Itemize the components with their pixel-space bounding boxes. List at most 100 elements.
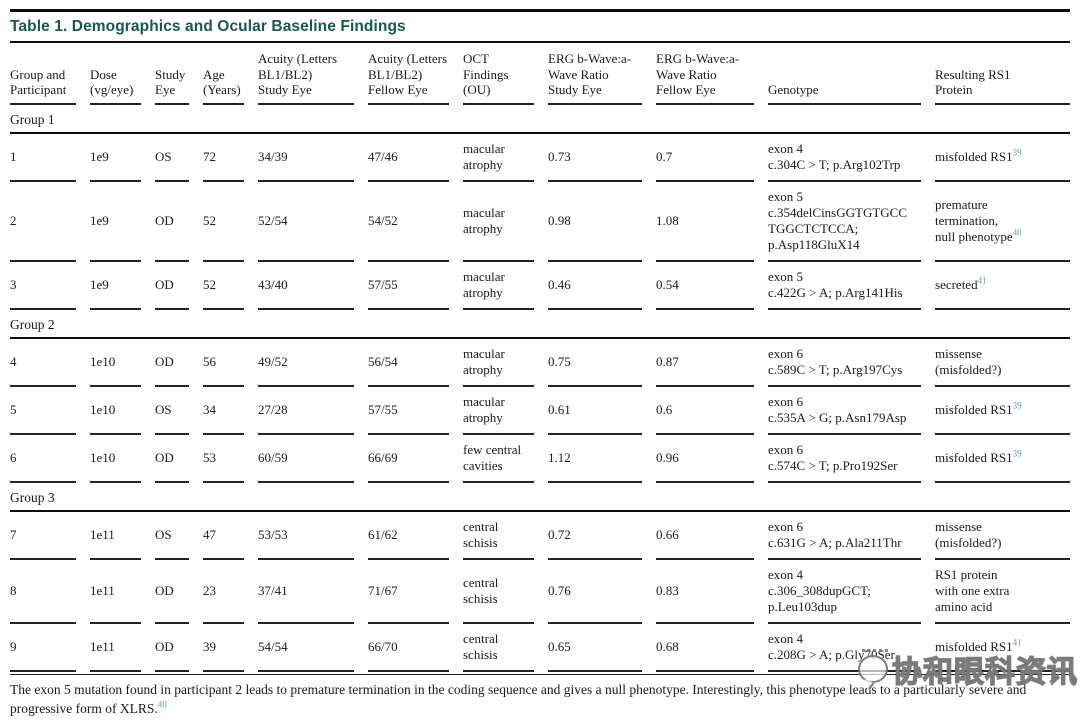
cell-acuity-study: 43/40	[258, 262, 354, 310]
cell-erg-study: 1.12	[548, 435, 642, 483]
cell-protein: secreted41	[935, 262, 1070, 310]
cell-genotype: exon 6 c.574C > T; p.Pro192Ser	[768, 435, 921, 483]
cell-age: 56	[203, 339, 244, 387]
column-header-oct: OCT Findings (OU)	[463, 43, 534, 105]
column-header-protein: Resulting RS1 Protein	[935, 43, 1070, 105]
table-row: 9 1e11 OD 39 54/54 66/70 central schisis…	[10, 624, 1070, 672]
cell-genotype: exon 6 c.535A > G; p.Asn179Asp	[768, 387, 921, 435]
table-row: 8 1e11 OD 23 37/41 71/67 central schisis…	[10, 560, 1070, 624]
cell-oct: central schisis	[463, 560, 534, 624]
table-title: Table 1. Demographics and Ocular Baselin…	[10, 17, 406, 35]
cell-study-eye: OS	[155, 134, 189, 182]
table-footnote: The exon 5 mutation found in participant…	[10, 682, 1027, 716]
cell-acuity-fellow: 66/69	[368, 435, 449, 483]
cell-study-eye: OD	[155, 560, 189, 624]
cell-erg-fellow: 0.96	[656, 435, 754, 483]
cell-erg-fellow: 0.87	[656, 339, 754, 387]
citation-ref: 41	[1012, 637, 1022, 648]
cell-age: 53	[203, 435, 244, 483]
table-row: 1 1e9 OS 72 34/39 47/46 macular atrophy …	[10, 134, 1070, 182]
column-header-genotype: Genotype	[768, 43, 921, 105]
table-row: 4 1e10 OD 56 49/52 56/54 macular atrophy…	[10, 339, 1070, 387]
citation-ref: 39	[1012, 147, 1022, 158]
cell-acuity-study: 34/39	[258, 134, 354, 182]
column-header-acuity-fellow: Acuity (Letters BL1/BL2) Fellow Eye	[368, 43, 449, 105]
cell-erg-fellow: 0.68	[656, 624, 754, 672]
cell-study-eye: OD	[155, 339, 189, 387]
cell-dose: 1e10	[90, 339, 141, 387]
cell-genotype: exon 4 c.208G > A; p.Gly70Ser	[768, 624, 921, 672]
cell-erg-fellow: 1.08	[656, 182, 754, 262]
cell-erg-fellow: 0.7	[656, 134, 754, 182]
cell-acuity-study: 49/52	[258, 339, 354, 387]
top-rule	[10, 9, 1070, 12]
cell-participant: 9	[10, 624, 76, 672]
cell-genotype: exon 5 c.354delCinsGGTGTGCC TGGCTCTCCA; …	[768, 182, 921, 262]
table-row: 5 1e10 OS 34 27/28 57/55 macular atrophy…	[10, 387, 1070, 435]
cell-genotype: exon 4 c.306_308dupGCT; p.Leu103dup	[768, 560, 921, 624]
cell-age: 34	[203, 387, 244, 435]
cell-acuity-fellow: 66/70	[368, 624, 449, 672]
cell-genotype: exon 4 c.304C > T; p.Arg102Trp	[768, 134, 921, 182]
cell-oct: macular atrophy	[463, 134, 534, 182]
footnote-citation-ref: 40	[157, 699, 167, 710]
cell-genotype: exon 6 c.589C > T; p.Arg197Cys	[768, 339, 921, 387]
table-row: 6 1e10 OD 53 60/59 66/69 few central cav…	[10, 435, 1070, 483]
cell-erg-fellow: 0.6	[656, 387, 754, 435]
cell-age: 52	[203, 182, 244, 262]
cell-protein: missense (misfolded?)	[935, 512, 1070, 560]
cell-acuity-fellow: 71/67	[368, 560, 449, 624]
column-header-age: Age (Years)	[203, 43, 244, 105]
table-title-row: Table 1. Demographics and Ocular Baselin…	[10, 12, 1070, 41]
cell-age: 39	[203, 624, 244, 672]
cell-erg-study: 0.75	[548, 339, 642, 387]
table-header-row: Group and Participant Dose (vg/eye) Stud…	[10, 43, 1070, 105]
cell-acuity-study: 27/28	[258, 387, 354, 435]
cell-protein: RS1 protein with one extra amino acid	[935, 560, 1070, 624]
cell-oct: central schisis	[463, 512, 534, 560]
cell-study-eye: OS	[155, 512, 189, 560]
cell-participant: 1	[10, 134, 76, 182]
group-header-1: Group 1	[10, 109, 1070, 134]
table-row: 3 1e9 OD 52 43/40 57/55 macular atrophy …	[10, 262, 1070, 310]
cell-erg-fellow: 0.83	[656, 560, 754, 624]
cell-dose: 1e11	[90, 560, 141, 624]
cell-oct: macular atrophy	[463, 339, 534, 387]
table-row: 2 1e9 OD 52 52/54 54/52 macular atrophy …	[10, 182, 1070, 262]
cell-participant: 8	[10, 560, 76, 624]
cell-genotype: exon 5 c.422G > A; p.Arg141His	[768, 262, 921, 310]
column-header-study-eye: Study Eye	[155, 43, 189, 105]
cell-dose: 1e9	[90, 262, 141, 310]
cell-age: 23	[203, 560, 244, 624]
cell-erg-study: 0.72	[548, 512, 642, 560]
column-header-dose: Dose (vg/eye)	[90, 43, 141, 105]
cell-protein: misfolded RS141	[935, 624, 1070, 672]
cell-acuity-study: 37/41	[258, 560, 354, 624]
cell-dose: 1e11	[90, 624, 141, 672]
cell-dose: 1e10	[90, 435, 141, 483]
cell-study-eye: OD	[155, 435, 189, 483]
column-header-erg-study: ERG b-Wave:a- Wave Ratio Study Eye	[548, 43, 642, 105]
group-header-2: Group 2	[10, 314, 1070, 339]
cell-protein: misfolded RS139	[935, 387, 1070, 435]
cell-acuity-fellow: 47/46	[368, 134, 449, 182]
cell-erg-study: 0.46	[548, 262, 642, 310]
cell-oct: few central cavities	[463, 435, 534, 483]
cell-oct: macular atrophy	[463, 387, 534, 435]
cell-protein: missense (misfolded?)	[935, 339, 1070, 387]
cell-oct: central schisis	[463, 624, 534, 672]
cell-acuity-fellow: 57/55	[368, 387, 449, 435]
cell-protein: misfolded RS139	[935, 134, 1070, 182]
cell-acuity-study: 52/54	[258, 182, 354, 262]
cell-erg-study: 0.61	[548, 387, 642, 435]
cell-study-eye: OD	[155, 182, 189, 262]
cell-acuity-study: 54/54	[258, 624, 354, 672]
citation-ref: 40	[1012, 227, 1022, 238]
cell-study-eye: OD	[155, 624, 189, 672]
cell-dose: 1e9	[90, 182, 141, 262]
cell-protein: misfolded RS139	[935, 435, 1070, 483]
cell-age: 52	[203, 262, 244, 310]
cell-acuity-fellow: 54/52	[368, 182, 449, 262]
cell-acuity-fellow: 56/54	[368, 339, 449, 387]
